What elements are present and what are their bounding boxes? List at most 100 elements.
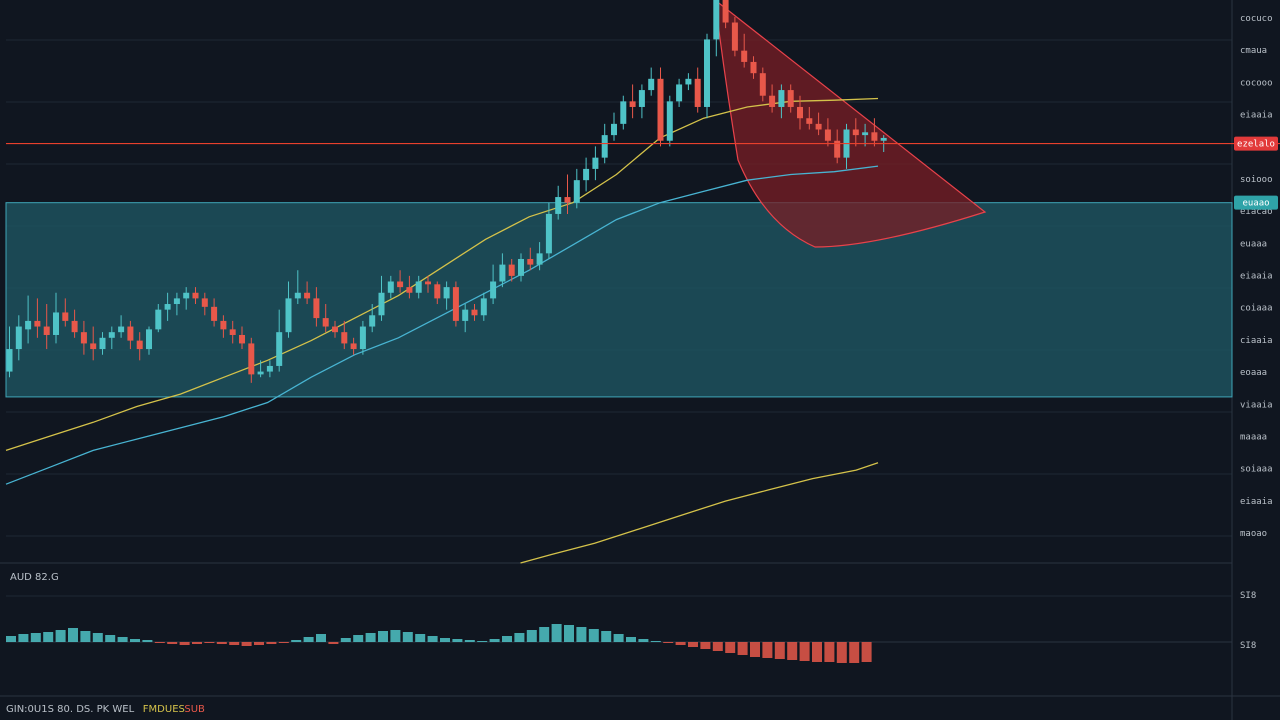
candle <box>750 56 757 79</box>
indicator-panel: AUD 82.G SI8 SI8 <box>6 572 1256 663</box>
y-tick-label: cocooo <box>1240 78 1273 88</box>
histogram-bar <box>576 627 587 642</box>
histogram-bar <box>254 642 264 645</box>
histogram-bar <box>564 625 574 642</box>
candle-body <box>136 340 143 350</box>
candle-body <box>824 129 831 141</box>
candle-body <box>164 304 171 310</box>
histogram-bar <box>502 636 512 642</box>
candle <box>480 292 487 321</box>
candle-body <box>239 334 245 344</box>
candle <box>136 332 143 361</box>
y-tick-label: soiaaa <box>1240 465 1273 475</box>
histogram-bar <box>117 637 128 642</box>
histogram-bar <box>725 642 736 653</box>
histogram-bar <box>452 639 463 642</box>
candle-body <box>601 135 608 158</box>
candle-body <box>741 50 748 62</box>
histogram-bar <box>18 634 29 642</box>
histogram-bar <box>539 627 550 642</box>
y-tick-label: cocuco <box>1240 14 1273 24</box>
candle-body <box>304 292 311 299</box>
candle <box>406 275 413 299</box>
candle <box>25 295 32 344</box>
candle <box>657 67 664 147</box>
candle-body <box>480 298 487 316</box>
histogram-bar <box>378 631 388 642</box>
candle <box>15 315 22 361</box>
candle-body <box>657 78 664 141</box>
histogram-bar <box>179 642 190 645</box>
candle <box>201 292 208 316</box>
candle <box>555 185 562 220</box>
candle <box>815 112 822 136</box>
candle <box>266 360 273 378</box>
y-tick-label: coiaaa <box>1240 304 1273 314</box>
candle-body <box>471 309 478 316</box>
histogram-bar <box>216 642 227 644</box>
candle <box>183 287 190 310</box>
candle-body <box>834 140 841 158</box>
candle <box>415 275 422 299</box>
candle-body <box>852 129 859 136</box>
candle-body <box>452 287 459 321</box>
histogram-bar <box>812 642 822 662</box>
candle <box>220 315 227 338</box>
candle-body <box>127 326 134 341</box>
y-tick-label: viaaia <box>1240 400 1273 410</box>
candle-body <box>666 101 673 141</box>
candle-body <box>722 0 729 23</box>
histogram-bar <box>650 641 661 642</box>
candle <box>676 78 683 107</box>
resistance-price-tag-bg <box>1234 136 1278 151</box>
candle-body <box>750 61 757 74</box>
histogram-bar <box>824 642 835 662</box>
candle <box>276 309 283 372</box>
candle <box>127 320 134 350</box>
candle-body <box>638 90 645 107</box>
histogram-bar <box>638 639 649 642</box>
histogram-bar <box>30 633 41 642</box>
candle <box>787 84 794 113</box>
candle <box>397 270 404 293</box>
price-axis[interactable]: cocucocmauacocoooeiaaiaraiaasoioooeiacao… <box>1234 14 1278 539</box>
histogram-bar <box>328 642 339 644</box>
histogram-bar <box>601 631 612 642</box>
y-tick-label: maaaa <box>1240 432 1267 442</box>
histogram-bar <box>849 642 860 663</box>
candle <box>341 320 348 350</box>
candle-body <box>676 84 683 102</box>
candle-body <box>797 106 803 119</box>
candle <box>824 118 831 147</box>
histogram-bar <box>92 633 103 642</box>
candle-body <box>611 123 617 136</box>
candle <box>387 275 394 299</box>
support-zone <box>5 202 1233 398</box>
candle-body <box>359 326 366 350</box>
candle-body <box>806 118 813 124</box>
candle <box>359 320 366 355</box>
candle-body <box>518 258 524 276</box>
candle-body <box>313 298 320 319</box>
ma-long-line <box>520 462 879 564</box>
candle-body <box>332 326 338 333</box>
candle <box>211 298 218 327</box>
histogram-bar <box>626 637 636 642</box>
histogram-bar <box>464 640 475 642</box>
histogram-bar <box>799 642 810 661</box>
candle-body <box>108 332 115 338</box>
candle <box>741 33 748 68</box>
candle <box>304 281 311 305</box>
histogram-bar <box>55 630 66 642</box>
candle-body <box>415 281 422 293</box>
candle <box>527 247 534 271</box>
candle <box>797 95 803 130</box>
candle-body <box>704 39 710 107</box>
histogram-bar <box>861 642 872 662</box>
candle-body <box>397 281 404 288</box>
candle <box>871 118 878 147</box>
candle-body <box>880 137 887 141</box>
candle <box>80 320 87 355</box>
histogram-bar <box>675 642 686 645</box>
histogram-bar <box>836 642 847 663</box>
